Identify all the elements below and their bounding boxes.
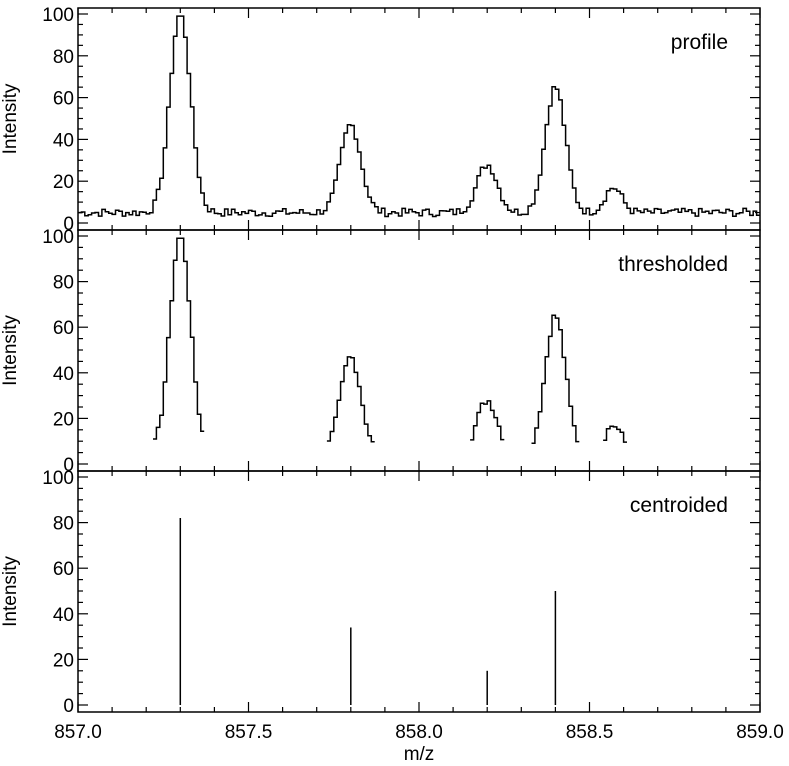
panel-thresholded: 0 20 40 60 80 100 Intensity thresholded bbox=[0, 227, 761, 476]
trace-segment bbox=[153, 237, 205, 440]
trace-segment bbox=[78, 15, 760, 218]
y-tick-label: 0 bbox=[63, 696, 74, 717]
panel-label: centroided bbox=[630, 494, 728, 517]
y-tick-label: 100 bbox=[42, 5, 74, 26]
x-tick-label: 857.0 bbox=[54, 722, 102, 743]
y-tick-label: 0 bbox=[63, 455, 74, 476]
y-tick-label: 40 bbox=[53, 130, 74, 151]
trace-segment bbox=[470, 400, 505, 441]
x-axis-label: m/z bbox=[404, 744, 435, 765]
panel-label: profile bbox=[671, 31, 728, 54]
y-tick-label: 60 bbox=[53, 89, 74, 110]
y-tick-label: 80 bbox=[53, 514, 74, 535]
x-tick-label: 859.0 bbox=[736, 722, 784, 743]
y-axis-label: Intensity bbox=[0, 83, 21, 154]
panel-profile: 0 20 40 60 80 100 Intensity profile bbox=[0, 5, 761, 235]
panel-centroided: 0 20 40 60 80 100 Intensity centroided bbox=[0, 468, 761, 717]
y-tick-label: 20 bbox=[53, 172, 74, 193]
y-tick-label: 20 bbox=[53, 650, 74, 671]
y-tick-label: 60 bbox=[53, 559, 74, 580]
x-tick-label: 858.5 bbox=[566, 722, 614, 743]
y-tick-label: 100 bbox=[42, 227, 74, 248]
y-axis-label: Intensity bbox=[0, 315, 21, 386]
y-tick-label: 80 bbox=[53, 273, 74, 294]
trace-segment bbox=[326, 356, 375, 443]
panels: 0 20 40 60 80 100 Intensity profile 0 20 40 60 80 100… bbox=[0, 5, 761, 717]
x-tick-label: 858.0 bbox=[395, 722, 443, 743]
trace-segment bbox=[531, 314, 580, 445]
panel-frame bbox=[77, 7, 761, 231]
y-tick-label: 40 bbox=[53, 364, 74, 385]
y-tick-label: 20 bbox=[53, 409, 74, 430]
x-tick-label: 857.5 bbox=[225, 722, 273, 743]
trace-segment bbox=[603, 425, 627, 443]
y-axis-label: Intensity bbox=[0, 556, 21, 627]
y-tick-label: 80 bbox=[53, 47, 74, 68]
panel-label: thresholded bbox=[618, 253, 728, 276]
x-axis: 857.0 857.5 858.0 858.5 859.0 bbox=[54, 722, 784, 743]
y-tick-label: 100 bbox=[42, 468, 74, 489]
y-tick-label: 60 bbox=[53, 318, 74, 339]
y-tick-label: 0 bbox=[63, 214, 74, 235]
y-tick-label: 40 bbox=[53, 605, 74, 626]
